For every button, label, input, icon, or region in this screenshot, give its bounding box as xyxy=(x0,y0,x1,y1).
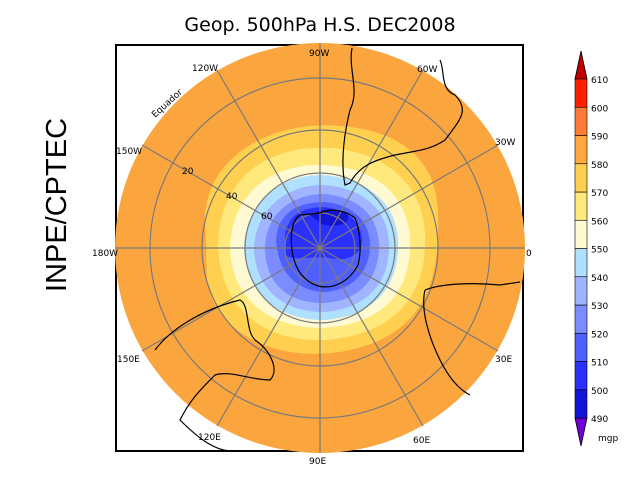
label-lat-60: 60 xyxy=(261,212,273,222)
label-90e: 90E xyxy=(309,457,326,467)
colorbar-label-530: 530 xyxy=(591,302,608,312)
colorbar-swatch-490 xyxy=(574,389,588,419)
label-150w: 150W xyxy=(116,147,142,157)
colorbar-swatch-540 xyxy=(574,248,588,278)
coastlines xyxy=(154,47,521,452)
colorbar-label-590: 590 xyxy=(591,133,608,143)
label-lat-40: 40 xyxy=(226,192,238,202)
label-180w: 180W xyxy=(92,249,118,259)
colorbar-unit: mgp xyxy=(598,434,618,444)
colorbar-label-510: 510 xyxy=(591,359,608,369)
colorbar-swatch-560 xyxy=(574,191,588,221)
colorbar-swatch-520 xyxy=(574,304,588,334)
colorbar-label-580: 580 xyxy=(591,161,608,171)
colorbar-swatch-510 xyxy=(574,332,588,362)
colorbar-label-490: 490 xyxy=(591,415,608,425)
colorbar-label-540: 540 xyxy=(591,274,608,284)
graticule xyxy=(115,43,525,453)
colorbar-swatch-570 xyxy=(574,163,588,193)
map-title: Geop. 500hPa H.S. DEC2008 xyxy=(184,14,456,36)
label-90w: 90W xyxy=(309,49,329,59)
colorbar-label-520: 520 xyxy=(591,330,608,340)
colorbar-over-triangle xyxy=(574,50,588,80)
colorbar-label-550: 550 xyxy=(591,246,608,256)
label-30w: 30W xyxy=(495,138,515,148)
organization-label: INPE/CPTEC xyxy=(41,117,73,293)
label-lat-20: 20 xyxy=(182,167,194,177)
label-150e: 150E xyxy=(117,355,140,365)
label-0: 0 xyxy=(526,249,532,259)
colorbar-label-600: 600 xyxy=(591,104,608,114)
colorbar-swatch-600 xyxy=(574,78,588,108)
colorbar-label-500: 500 xyxy=(591,387,608,397)
lon-labels: 90W 120W 60W 150W 30W 180W 0 150E 30E 12… xyxy=(92,49,532,467)
colorbar: 490 500 510 520 530 540 550 560 570 580 590 600 610 m… xyxy=(574,50,618,447)
colorbar-label-610: 610 xyxy=(591,76,608,86)
colorbar-under-triangle xyxy=(574,417,588,447)
colorbar-swatch-530 xyxy=(574,276,588,306)
label-30e: 30E xyxy=(495,355,512,365)
label-120e: 120E xyxy=(198,433,221,443)
colorbar-swatch-580 xyxy=(574,135,588,165)
label-60e: 60E xyxy=(413,436,430,446)
colorbar-label-560: 560 xyxy=(591,217,608,227)
colorbar-swatch-500 xyxy=(574,361,588,391)
colorbar-label-570: 570 xyxy=(591,189,608,199)
label-60w: 60W xyxy=(417,65,437,75)
label-120w: 120W xyxy=(192,64,218,74)
colorbar-swatch-550 xyxy=(574,219,588,249)
colorbar-swatch-590 xyxy=(574,106,588,136)
